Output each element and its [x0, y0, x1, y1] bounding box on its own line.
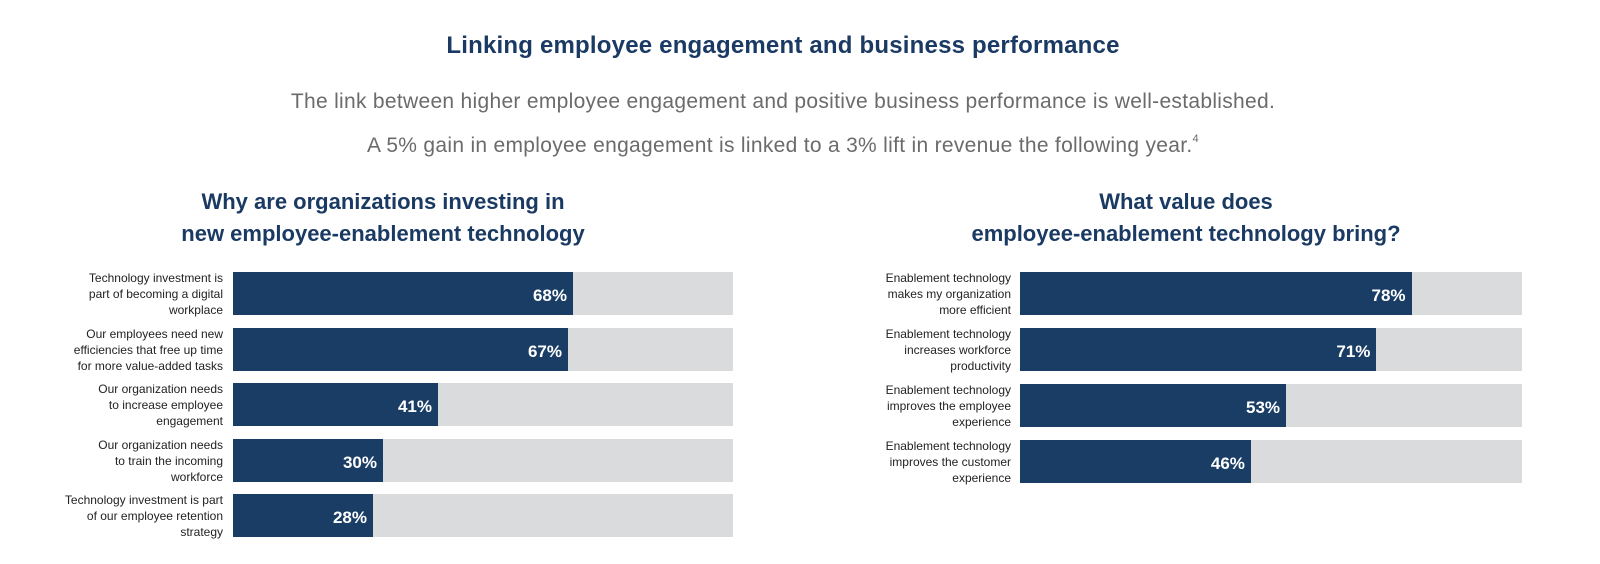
- bar: [233, 494, 373, 537]
- bar-row: Enablement technology improves the employ…: [0, 382, 1600, 430]
- bar-value-label: 46%: [1210, 454, 1245, 473]
- category-label-line: Technology investment is part: [64, 493, 223, 507]
- category-label-line: makes my organization: [887, 287, 1011, 301]
- category-label: Our organization needs to increase employ…: [0, 381, 223, 429]
- bar-track: 30%: [233, 438, 733, 482]
- bar-value-label: 67%: [527, 341, 562, 361]
- category-label-line: Technology investment is: [88, 271, 223, 285]
- bar-track: 67%: [233, 327, 733, 371]
- category-label-line: to increase employee: [108, 398, 223, 412]
- category-label-line: improves the employee: [886, 399, 1011, 413]
- subtitle-line-2-text: A 5% gain in employee engagement is link…: [367, 134, 1193, 157]
- chart-title-left-line2: new employee-enablement technology: [181, 221, 585, 246]
- bar-row: Technology investment is part of becoming…: [0, 270, 1600, 318]
- bar-value-label: 30%: [342, 452, 377, 472]
- category-label: Our employees need new efficiencies that …: [0, 326, 223, 374]
- category-label: Enablement technology makes my organizati…: [751, 270, 1011, 318]
- chart-title-right-line1: What value does: [1099, 189, 1273, 214]
- bar-row: Our employees need new efficiencies that …: [0, 326, 1600, 374]
- bar-row: Our organization needs to train the incom…: [0, 437, 1600, 485]
- category-label-line: Enablement technology: [885, 271, 1011, 285]
- page-title: Linking employee engagement and business…: [446, 32, 1120, 59]
- category-label-line: Enablement technology: [885, 327, 1011, 341]
- category-label: Enablement technology increases workforce…: [751, 326, 1011, 374]
- category-label-line: more efficient: [939, 303, 1011, 317]
- category-label-line: for more value-added tasks: [77, 358, 223, 373]
- bar: [1020, 328, 1377, 371]
- chart-title-right-line2: employee-enablement technology bring?: [971, 221, 1401, 246]
- bar: [233, 383, 438, 426]
- category-label-line: productivity: [950, 359, 1011, 373]
- bar-value-label: 53%: [1246, 398, 1281, 417]
- category-label-line: Our employees need new: [86, 326, 223, 341]
- category-label-line: strategy: [180, 525, 223, 539]
- chart-title-left-line1: Why are organizations investing in: [201, 189, 565, 214]
- category-label-line: experience: [952, 415, 1011, 429]
- category-label-line: part of becoming a digital: [88, 287, 223, 301]
- bar-row: Enablement technology increases workforce…: [0, 326, 1600, 374]
- category-label-line: experience: [952, 471, 1011, 485]
- bar-track: 68%: [233, 272, 733, 315]
- bar-row: Technology investment is part of our empl…: [0, 492, 1600, 540]
- category-label: Technology investment is part of our empl…: [0, 492, 223, 540]
- category-label: Enablement technology improves the employ…: [751, 382, 1011, 430]
- category-label-line: of our employee retention: [86, 509, 223, 523]
- category-label: Our organization needs to train the incom…: [0, 437, 223, 485]
- bar-track: 41%: [233, 383, 733, 426]
- chart-title-right: What value does employee-enablement tech…: [886, 186, 1486, 250]
- bar-track: 78%: [1020, 272, 1522, 315]
- bar: [233, 327, 568, 371]
- category-label: Enablement technology improves the custom…: [751, 438, 1011, 486]
- category-label: Technology investment is part of becoming…: [0, 270, 223, 318]
- footnote-marker: 4: [1192, 133, 1199, 145]
- bar-value-label: 68%: [532, 286, 567, 305]
- subtitle-line-1: The link between higher employee engagem…: [290, 90, 1276, 113]
- bar-value-label: 28%: [332, 508, 367, 527]
- bar-track: 46%: [1020, 440, 1522, 483]
- bar-row: Our organization needs to increase employ…: [0, 381, 1600, 429]
- bar-track: 28%: [233, 494, 733, 537]
- bar-track: 53%: [1020, 384, 1522, 427]
- bar-value-label: 41%: [397, 397, 432, 416]
- category-label-line: efficiencies that free up time: [73, 342, 223, 357]
- category-label-line: to train the incoming: [114, 453, 223, 468]
- category-label-line: Our organization needs: [98, 437, 223, 452]
- category-label-line: workplace: [168, 303, 223, 317]
- chart-title-left: Why are organizations investing in new e…: [83, 186, 683, 250]
- bar-track: 71%: [1020, 328, 1522, 371]
- category-label-line: increases workforce: [904, 343, 1011, 357]
- bar-row: Enablement technology makes my organizati…: [0, 270, 1600, 318]
- bar: [1020, 272, 1412, 315]
- subtitle-line-2: A 5% gain in employee engagement is link…: [0, 133, 1566, 158]
- category-label-line: engagement: [156, 414, 223, 428]
- bar: [1020, 384, 1287, 427]
- bar: [1020, 440, 1251, 483]
- bar-value-label: 78%: [1371, 286, 1406, 305]
- bar: [233, 438, 383, 482]
- category-label-line: improves the customer: [889, 455, 1011, 469]
- category-label-line: Our organization needs: [98, 382, 223, 396]
- bar-value-label: 71%: [1336, 342, 1371, 361]
- bar-row: Enablement technology improves the custom…: [0, 438, 1600, 486]
- bar: [233, 272, 573, 315]
- category-label-line: Enablement technology: [885, 383, 1011, 397]
- category-label-line: workforce: [170, 469, 223, 484]
- category-label-line: Enablement technology: [885, 439, 1011, 453]
